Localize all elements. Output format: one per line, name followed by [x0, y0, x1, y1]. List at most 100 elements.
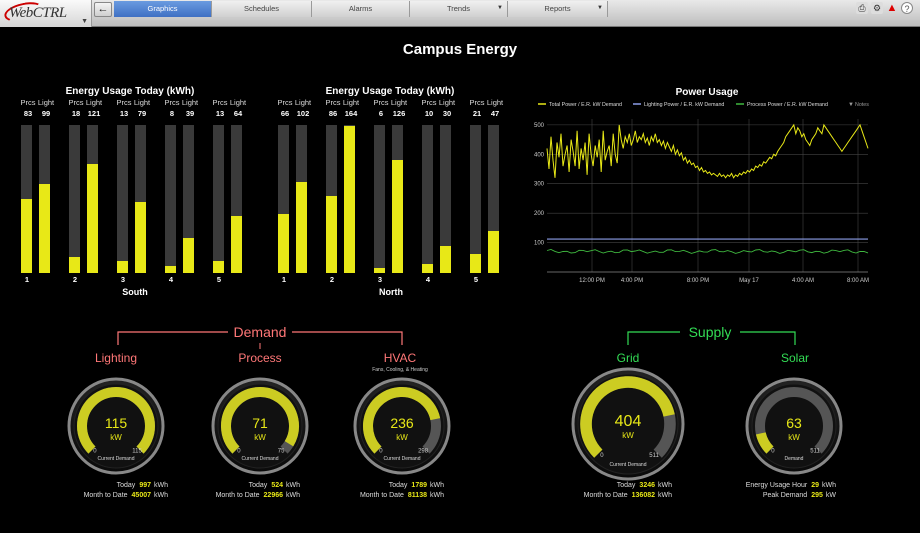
legend-entry: Total Power / E.R. kW Demand — [549, 102, 622, 108]
gauge-min: 0 — [771, 449, 775, 455]
bar-value: 30 — [442, 109, 452, 118]
x-tick-label: 12:00 PM — [579, 278, 605, 284]
bar-fill — [21, 198, 32, 273]
hvac-stats: Today 1789 kWh Month to Date 81138 kWh — [352, 481, 444, 501]
hvac-mtd-value: 81138 — [407, 492, 427, 499]
bar-track — [135, 125, 146, 273]
x-tick-label: 8:00 AM — [847, 278, 869, 284]
pair-number: 1 — [281, 275, 287, 284]
x-tick-label: 4:00 PM — [621, 278, 643, 284]
pair-number: 3 — [120, 275, 126, 284]
help-icon[interactable]: ? — [901, 2, 913, 14]
power-usage-chart: Power Usage Total Power / E.R. kW Demand L… — [534, 87, 869, 284]
bar-value: 10 — [424, 109, 434, 118]
grid-title: Grid — [616, 351, 640, 365]
unit-label: kWh — [286, 482, 300, 489]
bar-fill — [117, 261, 128, 273]
tab-reports[interactable]: Reports ▼ — [508, 1, 608, 17]
gauge-value: 404 — [615, 413, 642, 430]
pair-number: 2 — [329, 275, 335, 284]
bar-prcs-4: Prcs 10 — [419, 98, 439, 273]
gauge-unit: kW — [622, 431, 634, 440]
gauge-max: 115 — [132, 449, 142, 455]
bar-value: 39 — [185, 109, 195, 118]
bar-prcs-5: Prcs 21 — [467, 98, 487, 273]
bar-fill — [422, 264, 433, 273]
gauge-value: 115 — [105, 415, 128, 431]
column-label: Light — [133, 98, 151, 107]
bar-fill — [165, 265, 176, 273]
tab-graphics[interactable]: Graphics — [114, 1, 212, 17]
today-label: Today — [388, 482, 408, 489]
pair-number: 4 — [168, 275, 174, 284]
bar-fill — [488, 230, 499, 273]
today-label: Today — [248, 482, 268, 489]
settings-icon[interactable]: ⚙ — [871, 2, 883, 14]
group-name-north: North — [379, 287, 403, 297]
process-stats: Today 524 kWh Month to Date 22966 kWh — [210, 481, 300, 501]
print-icon[interactable]: ⎙ — [856, 2, 868, 14]
x-tick-label: 4:00 AM — [792, 278, 814, 284]
bar-fill — [374, 267, 385, 273]
gauge-min: 0 — [237, 449, 241, 455]
bar-track — [470, 125, 481, 273]
y-tick-label: 300 — [534, 182, 545, 188]
gauge-caption: Current Demand — [242, 456, 279, 462]
unit-label: kWh — [430, 482, 444, 489]
gauge-max: 511 — [649, 453, 659, 459]
gauge-min: 0 — [600, 453, 604, 459]
gauge-fill — [363, 387, 441, 454]
bar-fill — [135, 202, 146, 273]
tab-alarms[interactable]: Alarms — [312, 1, 410, 17]
hvac-title: HVAC — [383, 351, 417, 365]
bar-fill — [278, 213, 289, 273]
bar-track — [213, 125, 224, 273]
tab-schedules[interactable]: Schedules — [212, 1, 312, 17]
today-label: Today — [116, 482, 136, 489]
bar-value: 21 — [472, 109, 482, 118]
gauge-unit: kW — [396, 433, 408, 442]
gauge-fill — [755, 432, 774, 454]
solar-title: Solar — [780, 351, 809, 365]
total-power-line — [546, 123, 869, 179]
gauge-caption: Current Demand — [610, 462, 647, 468]
bar-fill — [87, 164, 98, 273]
tab-label: Trends — [446, 4, 471, 13]
bar-fill — [231, 215, 242, 273]
column-label: Light — [438, 98, 456, 107]
bar-value: 13 — [119, 109, 129, 118]
back-button[interactable]: ← — [94, 2, 112, 17]
bar-fill — [69, 256, 80, 273]
bar-fill — [470, 254, 481, 273]
chart-title: Power Usage — [676, 87, 739, 98]
column-label: Light — [181, 98, 199, 107]
page-title: Campus Energy — [402, 41, 518, 58]
unit-label: kW — [825, 492, 836, 499]
webctrl-logo[interactable]: WebCTRL ▼ — [0, 0, 92, 27]
group-name-south: South — [122, 287, 148, 297]
bar-track — [39, 125, 50, 273]
bar-value: 86 — [328, 109, 338, 118]
column-label: Light — [37, 98, 55, 107]
bar-value: 164 — [344, 109, 358, 118]
bar-light-2: Light 121 — [84, 98, 104, 273]
lighting-stats: Today 997 kWh Month to Date 45007 kWh — [78, 481, 168, 501]
bar-prcs-1: Prcs 66 — [275, 98, 295, 273]
gauge-fill — [221, 387, 299, 454]
hvac-today-value: 1789 — [411, 482, 427, 489]
tab-trends[interactable]: Trends ▼ — [410, 1, 508, 17]
gauge-max: 298 — [418, 449, 429, 455]
gauge-max: 75 — [278, 449, 285, 455]
pair-number: 1 — [24, 275, 30, 284]
lighting-today-value: 997 — [139, 482, 151, 489]
column-label: Prcs — [325, 98, 341, 107]
bar-value: 79 — [137, 109, 147, 118]
alarm-icon[interactable]: ▲ — [886, 2, 898, 14]
unit-label: kWh — [658, 482, 672, 489]
bar-fill — [296, 181, 307, 273]
tab-label: Alarms — [348, 4, 373, 13]
usage-title-north: Energy Usage Today (kWh) — [325, 86, 455, 97]
